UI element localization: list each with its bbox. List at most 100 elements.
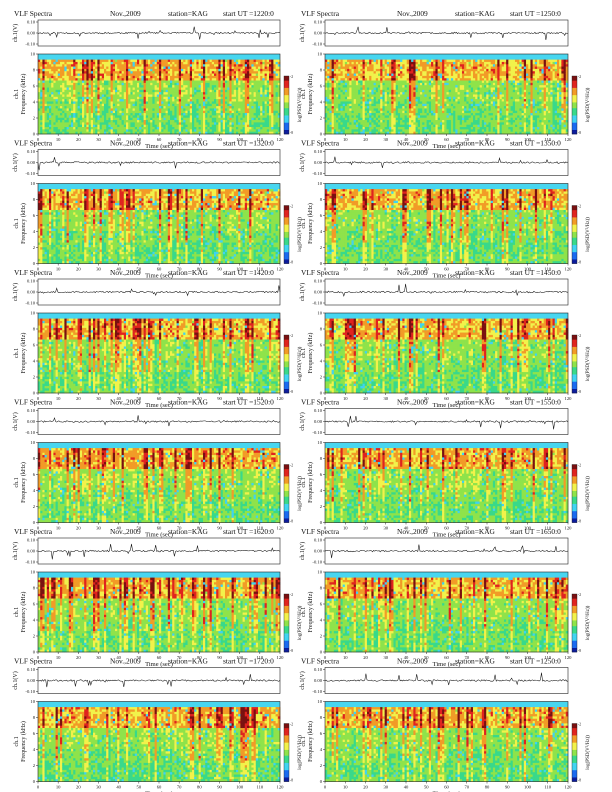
freq-tick-label: 10 xyxy=(317,181,322,186)
time-tick-label: 110 xyxy=(544,137,551,142)
colorbar-min-label: -8 xyxy=(290,520,293,524)
waveform-strip: 0.10 0.00 -0.10 ch.1(V) xyxy=(12,408,281,435)
panel-station: station=KAG xyxy=(168,9,209,18)
waveform-y-label: ch.1(V) xyxy=(299,153,306,172)
time-tick-label: 0 xyxy=(324,655,327,660)
time-tick-label: 80 xyxy=(197,785,202,790)
freq-tick-label: 10 xyxy=(317,440,322,445)
waveform-y-label: ch.1(V) xyxy=(299,412,306,431)
waveform-strip: 0.10 0.00 -0.10 ch.1(V) xyxy=(12,538,281,565)
time-tick-label: 0 xyxy=(37,655,40,660)
waveform-y-tick-label: 0.10 xyxy=(314,20,323,25)
freq-axis-label: Frequency (kHz) xyxy=(307,592,314,633)
freq-tick-label: 8 xyxy=(33,327,36,332)
time-tick-label: 110 xyxy=(256,267,263,272)
colorbar-min-label: -8 xyxy=(578,131,581,135)
time-axis-label: Time (sec) xyxy=(145,273,173,280)
time-tick-label: 70 xyxy=(177,526,182,531)
panel-title: VLF Spectra xyxy=(14,527,53,536)
time-tick-label: 40 xyxy=(116,267,121,272)
spectrogram: 0 2 4 6 8 10 Frequency (kHz)ch.1 0 10 20 30 40 50 60 7… xyxy=(14,52,284,150)
panel-station: station=KAG xyxy=(455,527,496,536)
colorbar-min-label: -8 xyxy=(578,520,581,524)
time-axis-label: Time (sec) xyxy=(433,402,461,409)
freq-tick-label: 2 xyxy=(320,245,323,250)
freq-axis-label: Frequency (kHz) xyxy=(307,203,314,244)
freq-axis-label: Frequency (kHz) xyxy=(307,333,314,374)
waveform-y-label: ch.1(V) xyxy=(12,153,19,172)
time-tick-label: 120 xyxy=(565,785,573,790)
waveform-trace xyxy=(37,157,281,171)
waveform-y-tick-label: 0.00 xyxy=(314,419,323,424)
colorbar-min-label: -8 xyxy=(290,390,293,394)
time-tick-label: 30 xyxy=(96,655,101,660)
freq-tick-label: 2 xyxy=(320,504,323,509)
time-tick-label: 20 xyxy=(76,137,81,142)
spectrogram: 0 2 4 6 8 10 Frequency (kHz)ch.1 0 10 20 30 40 50 60 7… xyxy=(301,311,572,409)
panel-station: station=KAG xyxy=(455,398,496,407)
panel-title: VLF Spectra xyxy=(301,139,340,148)
time-tick-label: 120 xyxy=(565,655,573,660)
channel-label: ch.1 xyxy=(301,218,307,228)
colorbar-max-label: -2 xyxy=(578,334,581,338)
waveform-y-tick-label: 0.00 xyxy=(314,31,323,36)
time-tick-label: 40 xyxy=(404,396,409,401)
time-tick-label: 10 xyxy=(343,267,348,272)
colorbar-max-label: -2 xyxy=(290,593,293,597)
time-tick-label: 50 xyxy=(137,137,142,142)
freq-tick-label: 8 xyxy=(320,715,323,720)
spectrogram: 0 2 4 6 8 10 Frequency (kHz)ch.1 0 10 20 30 40 50 60 7… xyxy=(301,181,572,279)
time-axis-label: Time (sec) xyxy=(145,532,173,539)
freq-tick-label: 8 xyxy=(33,197,36,202)
time-tick-label: 0 xyxy=(37,785,40,790)
freq-tick-label: 6 xyxy=(33,343,36,348)
time-tick-label: 30 xyxy=(96,396,101,401)
freq-axis-label: Frequency (kHz) xyxy=(307,74,314,115)
time-axis-label: Time (sec) xyxy=(433,143,461,150)
freq-tick-label: 2 xyxy=(320,116,323,121)
waveform-trace xyxy=(324,156,569,168)
waveform-y-tick-label: 0.10 xyxy=(314,279,323,284)
colorbar-max-label: -2 xyxy=(290,334,293,338)
panel-title: VLF Spectra xyxy=(301,398,340,407)
waveform-trace xyxy=(324,544,569,559)
colorbar-label: log(PSD(V²/Hz)) xyxy=(585,735,591,770)
waveform-y-tick-label: 0.10 xyxy=(27,279,36,284)
spectrogram-panel: VLF Spectra Nov.,2009 station=KAG start UT … xyxy=(299,268,591,409)
time-tick-label: 90 xyxy=(217,526,222,531)
freq-tick-label: 0 xyxy=(33,520,36,525)
time-tick-label: 110 xyxy=(544,785,551,790)
colorbar-min-label: -8 xyxy=(290,261,293,265)
time-tick-label: 70 xyxy=(464,655,469,660)
panel-start-time: start UT =1420:0 xyxy=(223,268,274,277)
spectrogram-panel: VLF Spectra Nov.,2009 station=KAG start UT … xyxy=(299,657,591,792)
panel-title: VLF Spectra xyxy=(14,268,53,277)
time-tick-label: 30 xyxy=(96,526,101,531)
waveform-trace xyxy=(324,26,568,40)
time-tick-label: 80 xyxy=(485,396,490,401)
waveform-y-tick-label: 0.10 xyxy=(27,20,36,25)
waveform-strip: 0.10 0.00 -0.10 ch.1(V) xyxy=(12,20,281,47)
freq-axis-label: Frequency (kHz) xyxy=(20,74,27,115)
time-tick-label: 110 xyxy=(544,655,551,660)
time-tick-label: 20 xyxy=(76,526,81,531)
time-tick-label: 120 xyxy=(277,267,285,272)
panel-station: station=KAG xyxy=(168,268,209,277)
time-tick-label: 40 xyxy=(404,526,409,531)
freq-tick-label: 4 xyxy=(33,747,36,752)
colorbar: -2 -8 log(PSD(V²/Hz)) xyxy=(571,593,591,653)
time-tick-label: 20 xyxy=(363,267,368,272)
freq-tick-label: 2 xyxy=(320,763,323,768)
panel-date: Nov.,2009 xyxy=(110,268,141,277)
freq-tick-label: 0 xyxy=(320,132,323,137)
spectrogram: 0 2 4 6 8 10 Frequency (kHz)ch.1 0 10 20 30 40 50 60 7… xyxy=(301,52,572,150)
time-tick-label: 60 xyxy=(444,655,449,660)
panel-title: VLF Spectra xyxy=(301,9,340,18)
waveform-y-tick-label: 0.00 xyxy=(314,678,323,683)
time-tick-label: 90 xyxy=(505,526,510,531)
waveform-y-tick-label: -0.10 xyxy=(25,689,35,694)
time-tick-label: 30 xyxy=(383,267,388,272)
colorbar-label: log(PSD(V²/Hz)) xyxy=(585,87,591,122)
panel-start-time: start UT =1250:0 xyxy=(510,9,561,18)
